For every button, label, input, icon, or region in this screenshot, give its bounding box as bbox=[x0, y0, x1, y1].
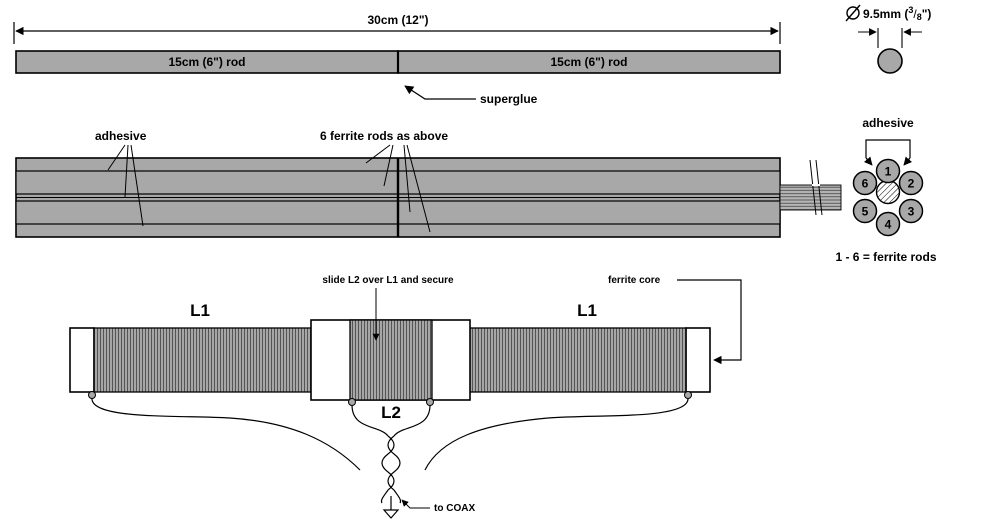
l1-left-label: L1 bbox=[190, 301, 210, 320]
l1-right-winding bbox=[468, 327, 687, 393]
l1-right-label: L1 bbox=[577, 301, 597, 320]
twisted-pair bbox=[381, 435, 401, 491]
cross-section-rod-1: 1 bbox=[875, 158, 901, 184]
l1-right-lead bbox=[424, 397, 689, 471]
cross-section-rod-2: 2 bbox=[898, 170, 924, 196]
diameter-value: 9.5mm ( bbox=[863, 7, 908, 21]
rod-pair: 15cm (6") rod 15cm (6") rod bbox=[15, 50, 781, 74]
bundle-rods-label: 6 ferrite rods as above bbox=[320, 129, 448, 143]
svg-text:2: 2 bbox=[908, 177, 915, 191]
ground-icon bbox=[382, 496, 400, 519]
cross-section: adhesive 1 2 3 4 5 6 1 - 6 = ferrite r bbox=[835, 116, 936, 264]
bundle-adhesive-label: adhesive bbox=[95, 129, 147, 143]
core-end-right bbox=[685, 327, 711, 393]
l1-left-winding bbox=[93, 327, 313, 393]
center-hatched bbox=[875, 179, 901, 205]
total-length-label: 30cm (12") bbox=[367, 13, 428, 27]
l1-left-lead bbox=[91, 397, 361, 471]
diameter-close: ") bbox=[922, 7, 932, 21]
l2-label: L2 bbox=[381, 403, 401, 422]
superglue-label: superglue bbox=[480, 92, 538, 106]
cross-section-rod-3: 3 bbox=[898, 198, 924, 224]
cross-section-rod-6: 6 bbox=[852, 170, 878, 196]
superglue-callout: superglue bbox=[404, 85, 538, 106]
coax-label: to COAX bbox=[434, 503, 475, 514]
svg-text:4: 4 bbox=[885, 218, 892, 232]
svg-text:5: 5 bbox=[862, 205, 869, 219]
l2-winding bbox=[349, 319, 433, 401]
svg-text:6: 6 bbox=[862, 177, 869, 191]
rod-end-view bbox=[877, 48, 903, 74]
svg-text:1: 1 bbox=[885, 165, 892, 179]
diameter-fraction-num: 3 bbox=[908, 5, 913, 15]
bundle-callouts: adhesive 6 ferrite rods as above bbox=[95, 129, 448, 233]
cross-section-rod-5: 5 bbox=[852, 198, 878, 224]
rod-bundle bbox=[15, 157, 842, 238]
ferrite-core-label: ferrite core bbox=[608, 275, 661, 286]
diameter-label: 9.5mm (3/8") bbox=[863, 5, 931, 22]
length-dimension: 30cm (12") bbox=[13, 12, 781, 44]
cross-section-rod-4: 4 bbox=[875, 211, 901, 237]
core-end-left bbox=[69, 327, 95, 393]
coil-assembly: L1 L1 L2 slide L2 over L1 and secure fer… bbox=[69, 275, 742, 519]
cross-section-adhesive-label: adhesive bbox=[862, 116, 914, 130]
bundle-end-wires bbox=[779, 159, 842, 216]
cross-section-legend: 1 - 6 = ferrite rods bbox=[835, 250, 936, 264]
rod-right-label: 15cm (6") rod bbox=[550, 55, 627, 69]
svg-text:3: 3 bbox=[908, 205, 915, 219]
diameter-detail: 9.5mm (3/8") bbox=[845, 4, 931, 74]
diameter-fraction-den: 8 bbox=[917, 12, 922, 22]
rod-left-label: 15cm (6") rod bbox=[168, 55, 245, 69]
diameter-icon bbox=[845, 4, 861, 22]
slide-note: slide L2 over L1 and secure bbox=[322, 275, 454, 286]
